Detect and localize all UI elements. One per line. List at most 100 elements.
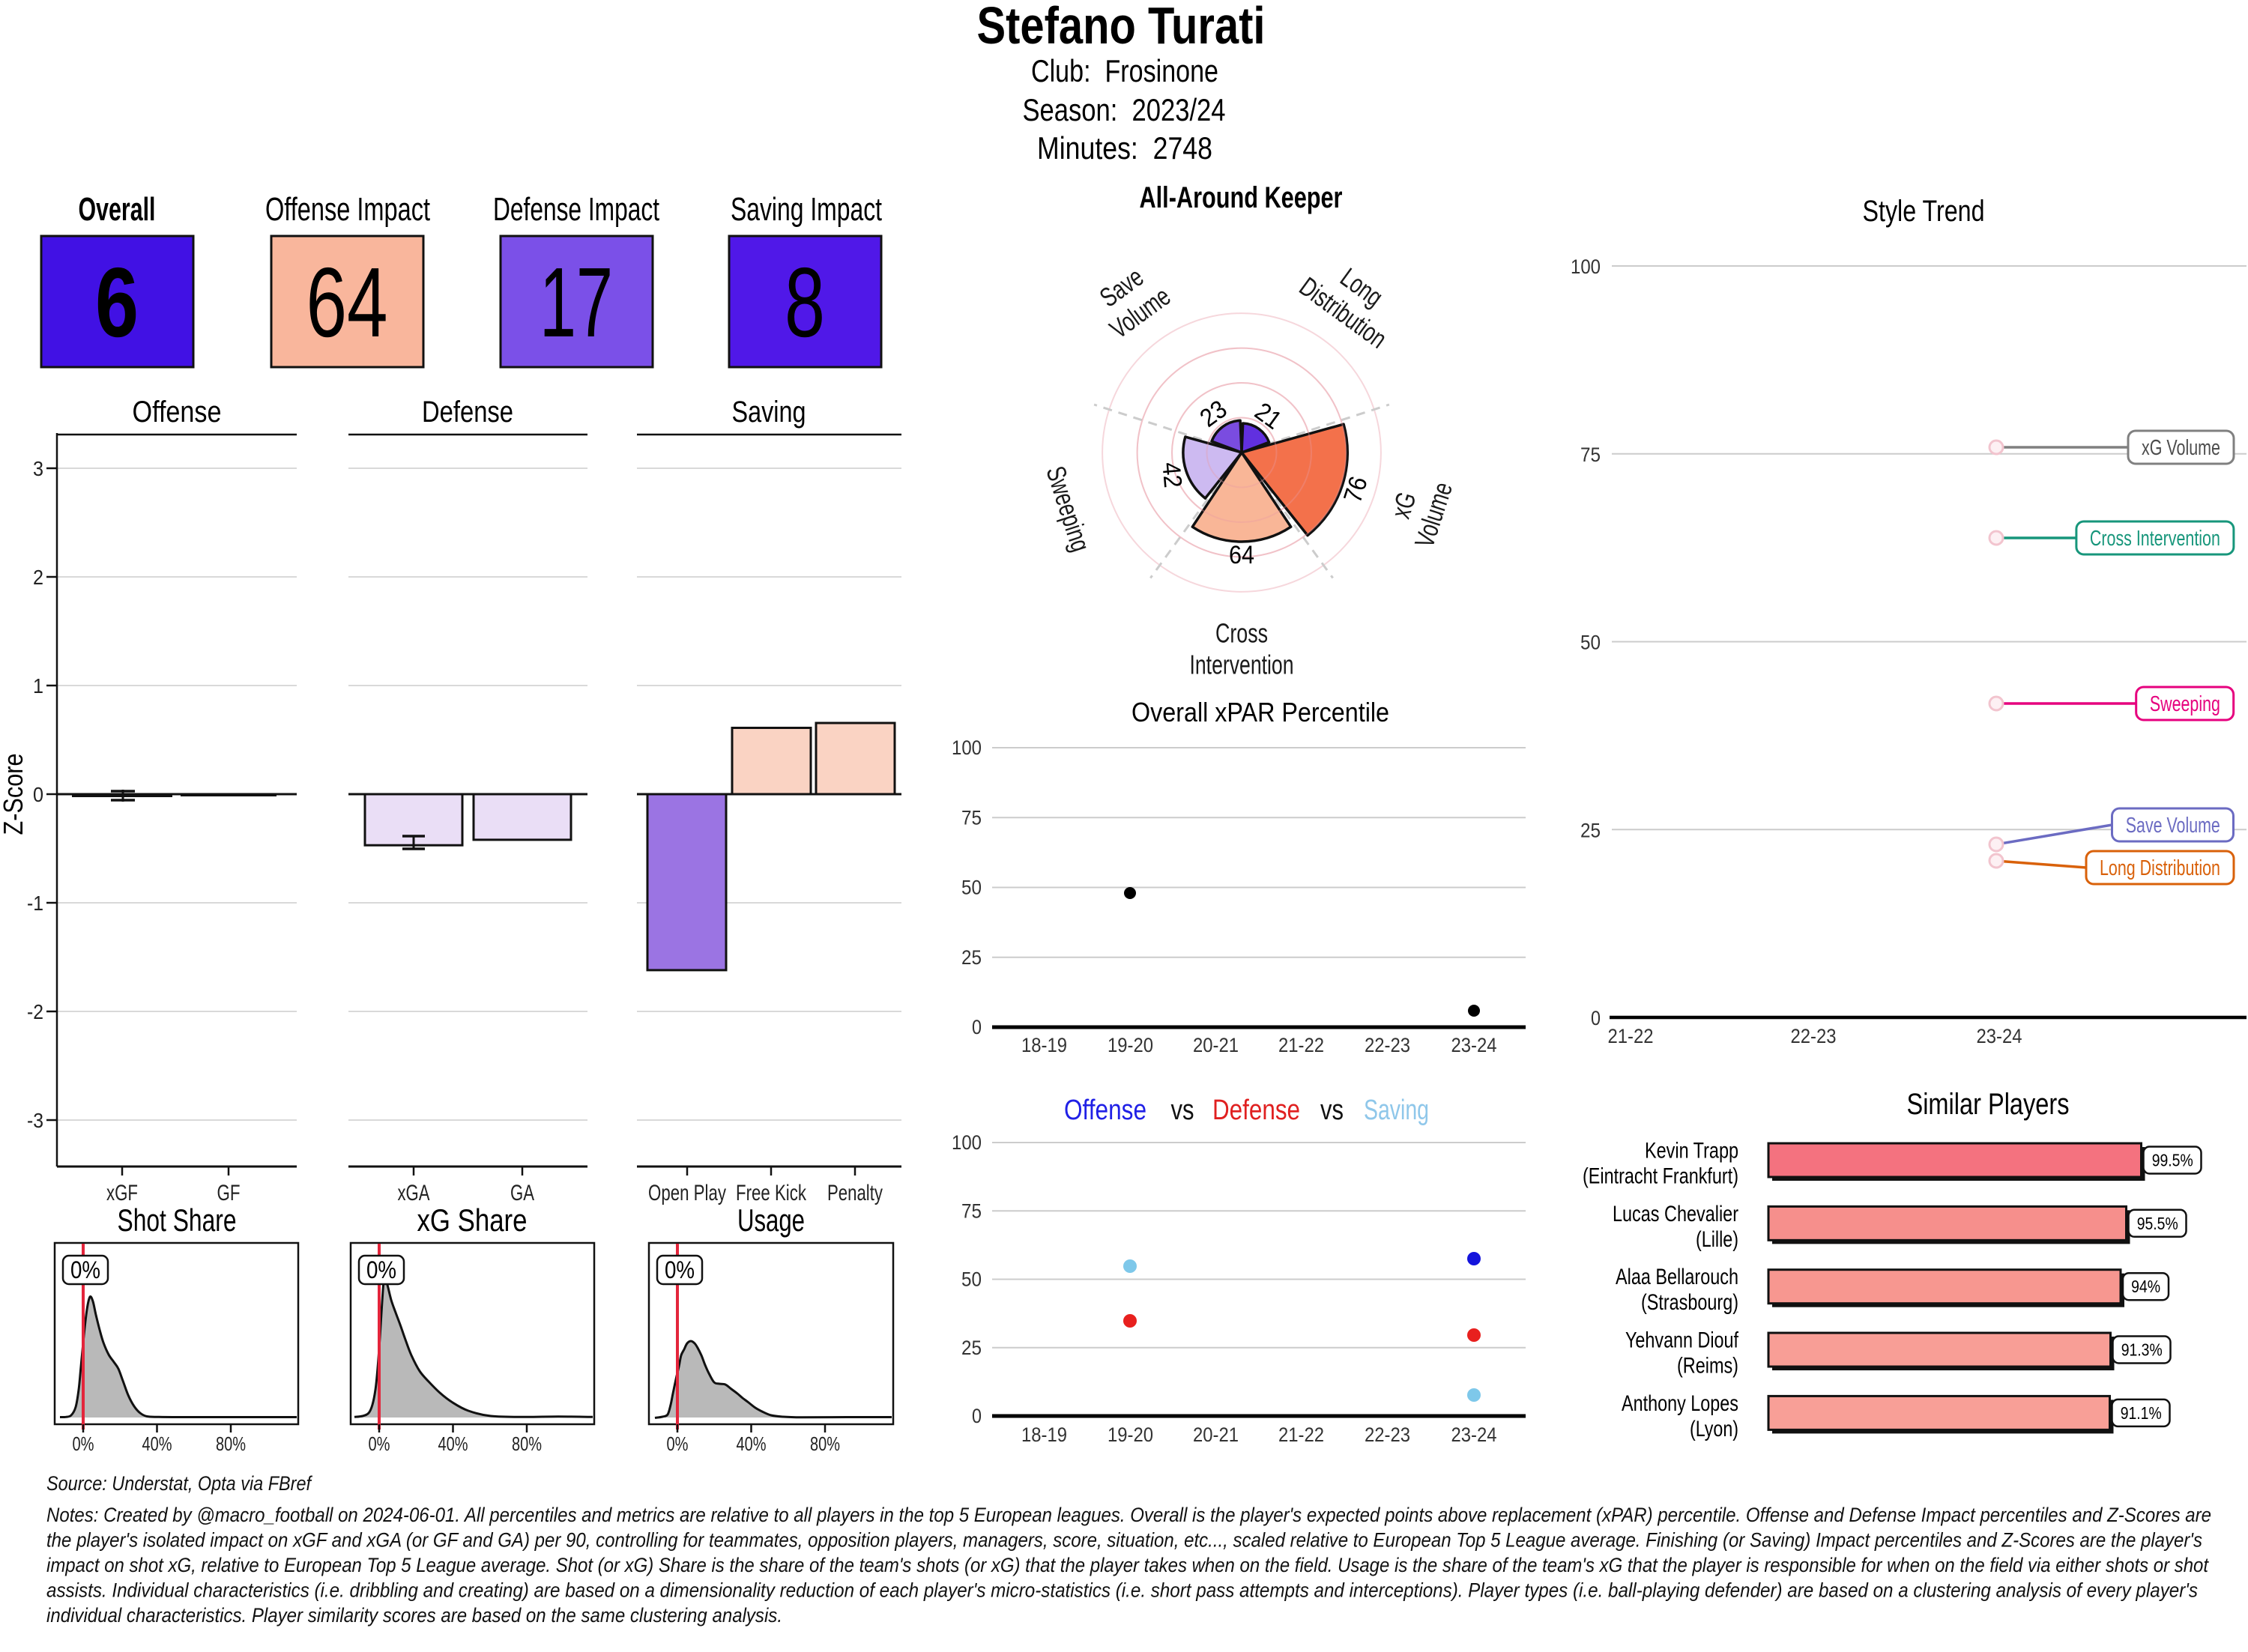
svg-text:80%: 80% xyxy=(216,1432,246,1455)
svg-text:22-23: 22-23 xyxy=(1791,1025,1837,1047)
svg-text:99.5%: 99.5% xyxy=(2152,1151,2193,1170)
svg-text:Similar Players: Similar Players xyxy=(1907,1088,2070,1121)
svg-text:91.3%: 91.3% xyxy=(2121,1340,2163,1360)
svg-text:Offense: Offense xyxy=(1064,1095,1146,1126)
svg-text:91.1%: 91.1% xyxy=(2121,1403,2162,1423)
svg-text:-1: -1 xyxy=(27,892,43,915)
svg-text:Anthony Lopes: Anthony Lopes xyxy=(1622,1391,1738,1416)
svg-text:GF: GF xyxy=(217,1181,241,1205)
svg-text:Sweeping: Sweeping xyxy=(2150,692,2220,716)
svg-text:40%: 40% xyxy=(737,1432,767,1455)
svg-text:Style Trend: Style Trend xyxy=(1863,195,1985,228)
svg-text:Long Distribution: Long Distribution xyxy=(2100,856,2220,880)
svg-text:Intervention: Intervention xyxy=(1190,650,1294,680)
svg-text:Minutes: 2748: Minutes: 2748 xyxy=(1037,130,1212,166)
svg-text:(Strasbourg): (Strasbourg) xyxy=(1641,1290,1738,1315)
svg-text:individual characteristics. Pl: individual characteristics. Player simil… xyxy=(46,1604,782,1627)
svg-text:Season: 2023/24: Season: 2023/24 xyxy=(1023,92,1226,127)
svg-text:0: 0 xyxy=(1591,1007,1601,1029)
svg-text:Kevin Trapp: Kevin Trapp xyxy=(1645,1139,1738,1164)
svg-text:0%: 0% xyxy=(70,1256,100,1283)
svg-text:Defense Impact: Defense Impact xyxy=(493,191,659,228)
svg-text:3: 3 xyxy=(33,457,43,480)
svg-text:0%: 0% xyxy=(369,1432,390,1455)
svg-text:assists. Individual characteri: assists. Individual characteristics (i.e… xyxy=(46,1579,2198,1602)
svg-text:0%: 0% xyxy=(366,1256,396,1283)
svg-text:100: 100 xyxy=(952,736,982,759)
svg-text:Saving Impact: Saving Impact xyxy=(731,191,882,228)
svg-text:(Reims): (Reims) xyxy=(1677,1354,1738,1379)
svg-text:40%: 40% xyxy=(438,1432,468,1455)
svg-text:40%: 40% xyxy=(142,1432,172,1455)
svg-text:Cross: Cross xyxy=(1215,618,1268,649)
svg-text:100: 100 xyxy=(952,1131,982,1154)
svg-text:xG Share: xG Share xyxy=(417,1202,528,1238)
svg-text:Saving: Saving xyxy=(732,396,806,429)
svg-text:Overall xPAR Percentile: Overall xPAR Percentile xyxy=(1131,697,1389,727)
svg-text:Cross Intervention: Cross Intervention xyxy=(2090,527,2220,551)
svg-text:94%: 94% xyxy=(2131,1277,2160,1296)
svg-text:0: 0 xyxy=(972,1405,982,1427)
svg-text:1: 1 xyxy=(33,674,43,698)
svg-text:75: 75 xyxy=(961,1199,982,1222)
svg-text:(Lyon): (Lyon) xyxy=(1690,1417,1738,1441)
svg-text:xGA: xGA xyxy=(398,1181,430,1205)
svg-text:vs: vs xyxy=(1320,1095,1344,1126)
svg-text:-2: -2 xyxy=(27,1000,43,1023)
svg-text:0: 0 xyxy=(33,783,43,806)
svg-text:19-20: 19-20 xyxy=(1108,1034,1153,1056)
svg-text:0%: 0% xyxy=(73,1432,94,1455)
svg-text:22-23: 22-23 xyxy=(1365,1423,1410,1446)
svg-text:Stefano Turati: Stefano Turati xyxy=(977,0,1266,55)
svg-text:Offense: Offense xyxy=(133,396,222,429)
svg-text:18-19: 18-19 xyxy=(1021,1034,1067,1056)
svg-text:vs: vs xyxy=(1171,1095,1194,1126)
svg-text:75: 75 xyxy=(961,806,982,829)
svg-text:95.5%: 95.5% xyxy=(2137,1214,2178,1233)
svg-text:19-20: 19-20 xyxy=(1108,1423,1153,1446)
svg-text:Free Kick: Free Kick xyxy=(736,1181,807,1205)
svg-text:80%: 80% xyxy=(810,1432,840,1455)
svg-text:21-22: 21-22 xyxy=(1278,1034,1324,1056)
svg-text:0%: 0% xyxy=(665,1256,695,1283)
svg-text:Offense Impact: Offense Impact xyxy=(265,191,430,228)
svg-text:the player's isolated impact o: the player's isolated impact on xGF and … xyxy=(46,1529,2202,1552)
svg-text:20-21: 20-21 xyxy=(1193,1034,1239,1056)
svg-text:22-23: 22-23 xyxy=(1365,1034,1410,1056)
svg-text:Defense: Defense xyxy=(422,396,513,429)
svg-text:Yehvann Diouf: Yehvann Diouf xyxy=(1625,1328,1739,1353)
svg-text:2: 2 xyxy=(33,566,43,589)
svg-text:64: 64 xyxy=(1229,541,1254,569)
svg-text:23-24: 23-24 xyxy=(1451,1034,1497,1056)
svg-text:Open Play: Open Play xyxy=(648,1181,726,1205)
svg-text:Defense: Defense xyxy=(1212,1095,1300,1126)
svg-text:21-22: 21-22 xyxy=(1608,1025,1654,1047)
svg-text:GA: GA xyxy=(510,1181,534,1205)
svg-text:50: 50 xyxy=(961,877,982,899)
svg-text:50: 50 xyxy=(1580,632,1601,654)
svg-text:25: 25 xyxy=(1580,819,1601,841)
svg-text:23-24: 23-24 xyxy=(1977,1025,2022,1047)
svg-text:Penalty: Penalty xyxy=(827,1181,883,1205)
svg-text:100: 100 xyxy=(1571,255,1601,278)
svg-text:Lucas Chevalier: Lucas Chevalier xyxy=(1613,1202,1738,1226)
svg-text:xGF: xGF xyxy=(106,1181,138,1205)
svg-text:0%: 0% xyxy=(667,1432,689,1455)
svg-text:80%: 80% xyxy=(512,1432,542,1455)
svg-text:Shot Share: Shot Share xyxy=(118,1202,237,1238)
svg-text:75: 75 xyxy=(1580,444,1601,466)
svg-text:Usage: Usage xyxy=(737,1202,805,1238)
svg-text:Saving: Saving xyxy=(1364,1095,1429,1126)
svg-text:0: 0 xyxy=(972,1016,982,1038)
svg-text:20-21: 20-21 xyxy=(1193,1423,1239,1446)
svg-text:Notes: Created by @macro_footb: Notes: Created by @macro_football on 202… xyxy=(46,1504,2211,1526)
svg-text:(Eintracht Frankfurt): (Eintracht Frankfurt) xyxy=(1583,1164,1738,1189)
svg-text:xG Volume: xG Volume xyxy=(2142,436,2220,460)
svg-text:impact on shot xG, relative to: impact on shot xG, relative to European … xyxy=(46,1554,2209,1576)
svg-text:25: 25 xyxy=(961,1337,982,1359)
svg-text:23-24: 23-24 xyxy=(1451,1423,1497,1446)
svg-text:42: 42 xyxy=(1156,461,1187,488)
svg-text:Alaa Bellarouch: Alaa Bellarouch xyxy=(1616,1265,1738,1289)
svg-text:17: 17 xyxy=(540,247,613,357)
svg-text:Club: Frosinone: Club: Frosinone xyxy=(1031,53,1218,88)
